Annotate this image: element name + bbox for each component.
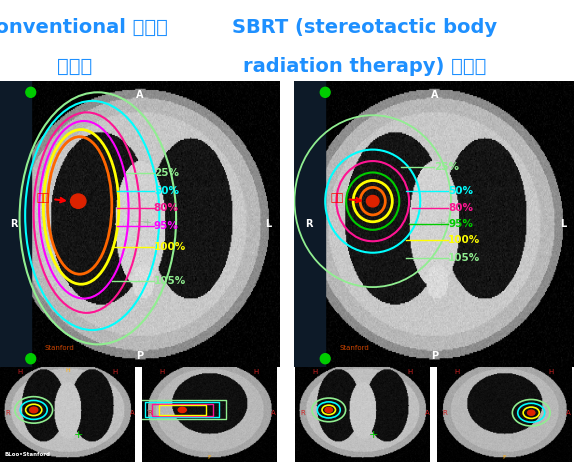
Text: H: H	[18, 369, 23, 375]
Text: A: A	[430, 90, 438, 100]
Ellipse shape	[325, 407, 332, 413]
Text: A: A	[130, 410, 134, 416]
Text: R: R	[5, 410, 10, 416]
Text: 50%: 50%	[448, 186, 473, 196]
Text: R: R	[300, 410, 305, 416]
Ellipse shape	[528, 410, 535, 415]
Text: Stanford: Stanford	[45, 345, 75, 351]
Ellipse shape	[30, 407, 38, 413]
Bar	[138, 401, 226, 419]
Text: H: H	[407, 369, 412, 375]
Ellipse shape	[26, 87, 36, 97]
Text: R: R	[147, 410, 152, 416]
Ellipse shape	[178, 407, 187, 413]
Bar	[0, 81, 31, 367]
Text: radiation therapy) 치료법: radiation therapy) 치료법	[243, 57, 486, 76]
Text: A: A	[425, 410, 429, 416]
Text: Conventional 방사선: Conventional 방사선	[0, 18, 168, 37]
Text: H: H	[549, 369, 554, 375]
Text: 종양: 종양	[36, 193, 65, 203]
Bar	[145, 402, 219, 418]
Text: H: H	[254, 369, 259, 375]
Text: R: R	[10, 219, 18, 229]
Text: H: H	[160, 369, 165, 375]
Text: Stanford: Stanford	[339, 345, 369, 351]
Text: A: A	[136, 90, 144, 100]
Text: P: P	[136, 351, 144, 361]
Text: 95%: 95%	[154, 220, 179, 231]
Ellipse shape	[366, 195, 379, 207]
Bar	[158, 405, 206, 415]
Text: +: +	[142, 218, 152, 227]
Text: A: A	[272, 410, 276, 416]
Text: 100%: 100%	[154, 242, 186, 252]
Ellipse shape	[320, 354, 330, 364]
Text: P: P	[430, 351, 438, 361]
Text: F: F	[502, 455, 506, 460]
Text: 종양: 종양	[331, 193, 360, 203]
Bar	[152, 404, 212, 416]
Text: BLoo•Stanford: BLoo•Stanford	[4, 452, 50, 457]
Ellipse shape	[320, 87, 330, 97]
Ellipse shape	[71, 194, 86, 208]
Text: L: L	[265, 219, 272, 229]
Text: 80%: 80%	[448, 203, 473, 213]
Text: F: F	[207, 455, 211, 460]
Text: +: +	[437, 218, 447, 227]
Text: R: R	[305, 219, 312, 229]
Text: 100%: 100%	[448, 235, 480, 245]
Text: H: H	[313, 369, 318, 375]
Text: L: L	[560, 219, 566, 229]
Text: 80%: 80%	[154, 203, 179, 213]
Ellipse shape	[26, 354, 36, 364]
Text: SBRT (stereotactic body: SBRT (stereotactic body	[232, 18, 497, 37]
Text: H: H	[455, 369, 460, 375]
Text: A: A	[567, 410, 571, 416]
Text: 50%: 50%	[154, 186, 179, 196]
Text: 25%: 25%	[434, 162, 459, 172]
Text: +: +	[74, 430, 84, 440]
Text: 25%: 25%	[154, 168, 179, 177]
Text: R: R	[442, 410, 447, 416]
Text: +: +	[369, 430, 379, 440]
Text: H: H	[112, 369, 117, 375]
Text: 105%: 105%	[154, 276, 186, 286]
Text: 치료법: 치료법	[57, 57, 92, 76]
Text: 105%: 105%	[448, 254, 480, 263]
Text: 95%: 95%	[448, 219, 473, 229]
Bar	[294, 81, 325, 367]
Text: H: H	[65, 368, 70, 373]
